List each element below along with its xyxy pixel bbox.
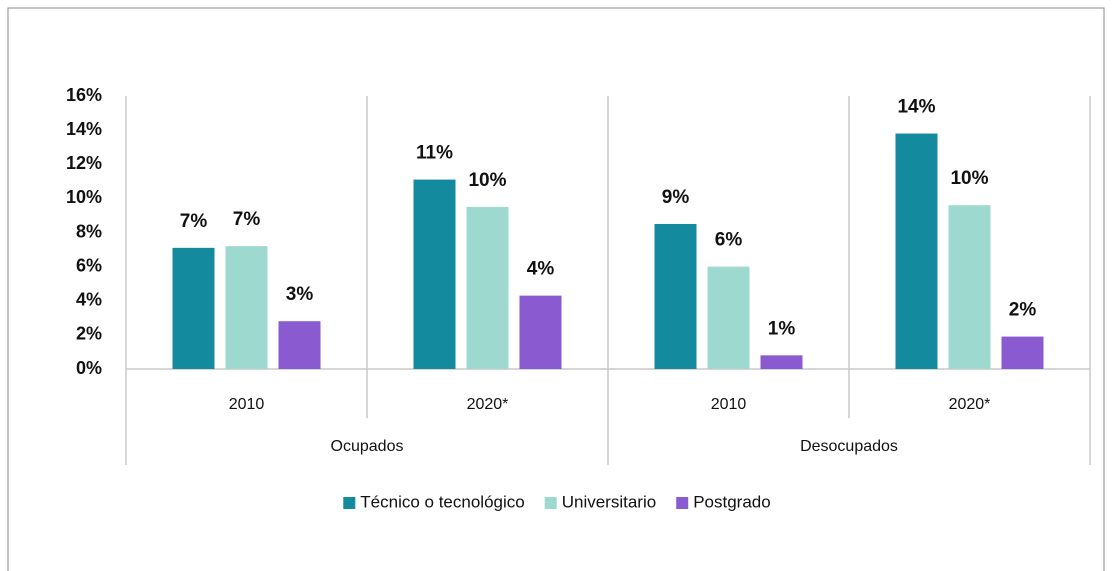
bar (760, 355, 803, 369)
bar (948, 205, 991, 369)
y-tick-label: 14% (66, 119, 102, 139)
group-label: Ocupados (331, 438, 404, 455)
data-label: 10% (468, 170, 506, 191)
bar (707, 266, 750, 369)
data-label: 6% (715, 230, 743, 251)
x-tick-label: 2020* (949, 396, 991, 413)
bar (895, 133, 938, 369)
data-label: 4% (527, 259, 555, 280)
y-tick-label: 8% (76, 221, 102, 241)
bar (1001, 336, 1044, 369)
bar (466, 206, 509, 369)
y-tick-label: 4% (76, 290, 102, 310)
legend-swatch (544, 497, 557, 509)
data-label: 11% (416, 143, 453, 164)
legend-label: Postgrado (693, 492, 771, 511)
x-tick-label: 2020* (467, 396, 509, 413)
bar (519, 295, 562, 369)
bar (413, 179, 456, 369)
bar (225, 246, 268, 369)
y-tick-label: 16% (66, 85, 102, 105)
bar (278, 321, 321, 369)
data-label: 7% (180, 211, 208, 232)
data-label: 1% (768, 318, 796, 339)
x-tick-label: 2010 (229, 396, 265, 413)
y-tick-label: 0% (76, 358, 102, 378)
bar (172, 247, 215, 369)
data-label: 14% (897, 97, 935, 118)
data-label: 3% (286, 284, 314, 305)
legend-swatch (676, 497, 689, 509)
legend-label: Técnico o tecnológico (360, 492, 524, 511)
bar (654, 223, 697, 369)
y-tick-label: 6% (76, 255, 102, 275)
group-label: Desocupados (800, 438, 898, 455)
data-label: 9% (662, 187, 690, 208)
y-tick-label: 10% (66, 187, 102, 207)
y-tick-label: 2% (76, 324, 102, 344)
data-label: 10% (950, 168, 988, 189)
x-tick-label: 2010 (711, 396, 747, 413)
legend-swatch (343, 497, 356, 509)
data-label: 2% (1009, 300, 1037, 321)
chart-border (7, 7, 1105, 571)
legend-label: Universitario (562, 492, 656, 511)
y-tick-label: 12% (66, 153, 102, 173)
data-label: 7% (233, 209, 261, 230)
